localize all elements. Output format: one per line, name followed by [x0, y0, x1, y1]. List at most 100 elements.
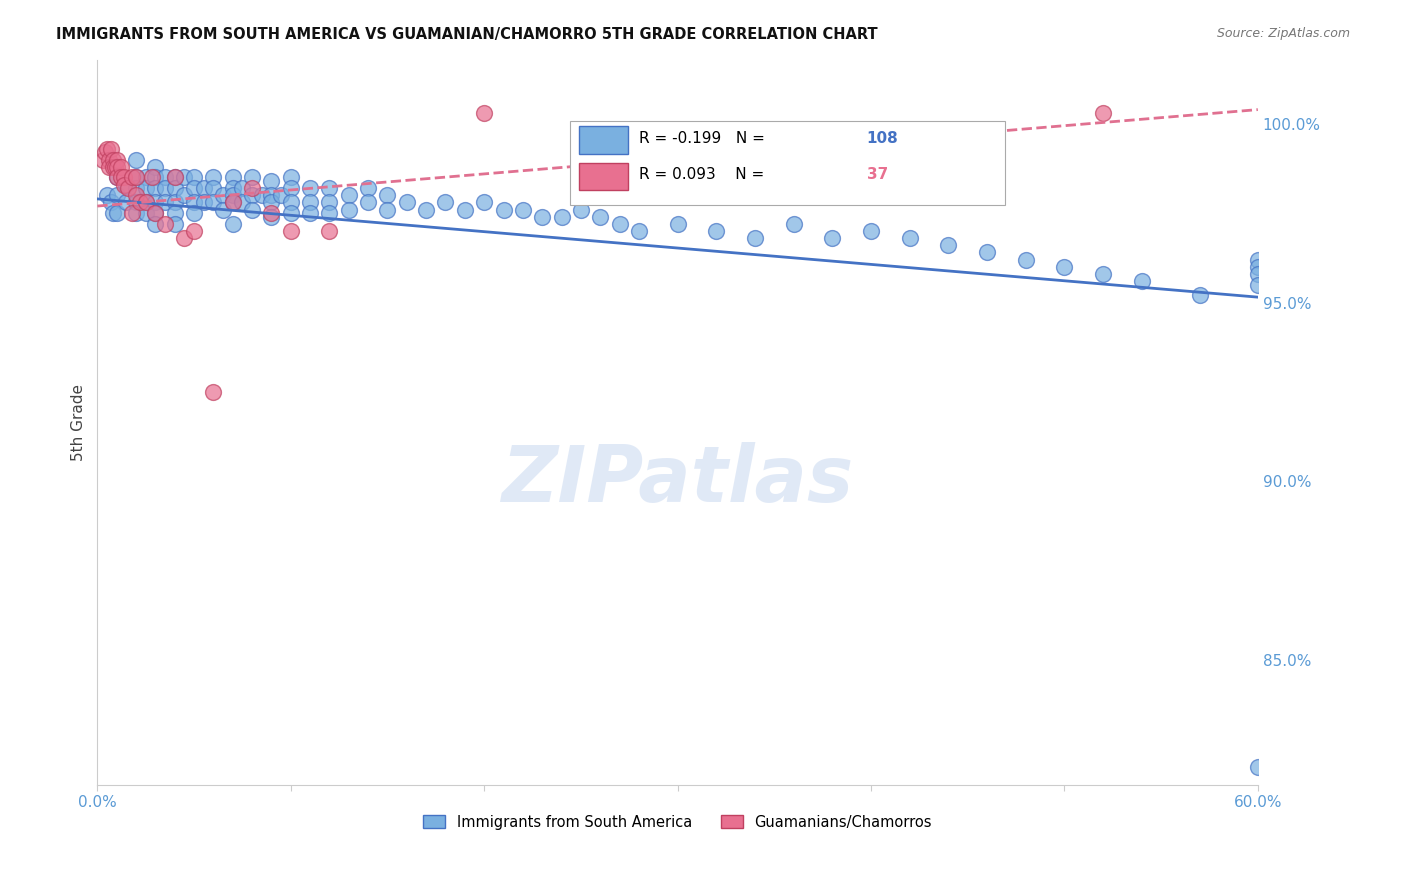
Point	[1130, 274, 1153, 288]
Point	[193, 181, 215, 195]
Point	[135, 170, 157, 185]
Point	[318, 181, 340, 195]
Point	[1247, 252, 1270, 267]
Point	[434, 195, 457, 210]
Point	[125, 195, 148, 210]
Point	[666, 217, 689, 231]
Point	[115, 178, 138, 192]
Point	[105, 188, 128, 202]
FancyBboxPatch shape	[579, 127, 627, 153]
Text: IMMIGRANTS FROM SOUTH AMERICA VS GUAMANIAN/CHAMORRO 5TH GRADE CORRELATION CHART: IMMIGRANTS FROM SOUTH AMERICA VS GUAMANI…	[56, 27, 877, 42]
Point	[454, 202, 477, 217]
Point	[105, 160, 128, 174]
Legend: Immigrants from South America, Guamanians/Chamorros: Immigrants from South America, Guamanian…	[418, 809, 938, 836]
Point	[97, 153, 120, 167]
Text: 37: 37	[866, 168, 889, 182]
Point	[472, 195, 495, 210]
Point	[415, 202, 437, 217]
Point	[377, 188, 399, 202]
Point	[202, 181, 225, 195]
Point	[173, 170, 195, 185]
Point	[260, 195, 283, 210]
Point	[512, 202, 534, 217]
Text: ZIPatlas: ZIPatlas	[502, 442, 853, 518]
Point	[938, 238, 960, 252]
Point	[135, 206, 157, 220]
Point	[105, 206, 128, 220]
Point	[821, 231, 844, 245]
Point	[222, 181, 245, 195]
Point	[193, 195, 215, 210]
Point	[163, 170, 186, 185]
Point	[260, 174, 283, 188]
Point	[163, 181, 186, 195]
Point	[202, 195, 225, 210]
Point	[1053, 260, 1076, 274]
Point	[125, 206, 148, 220]
Point	[222, 217, 245, 231]
Point	[337, 202, 360, 217]
Text: 108: 108	[866, 131, 898, 146]
Point	[145, 206, 167, 220]
Point	[222, 195, 245, 210]
Point	[1247, 260, 1270, 274]
Point	[240, 188, 263, 202]
Point	[744, 231, 766, 245]
Point	[357, 195, 380, 210]
Point	[125, 188, 148, 202]
Point	[145, 217, 167, 231]
Point	[115, 195, 138, 210]
Point	[569, 202, 592, 217]
Point	[1092, 267, 1115, 281]
Text: Source: ZipAtlas.com: Source: ZipAtlas.com	[1216, 27, 1350, 40]
Point	[121, 206, 143, 220]
Point	[163, 195, 186, 210]
Point	[183, 181, 205, 195]
Point	[472, 106, 495, 120]
Point	[163, 170, 186, 185]
Point	[163, 206, 186, 220]
Point	[153, 217, 176, 231]
Point	[145, 181, 167, 195]
Point	[97, 160, 120, 174]
Point	[125, 170, 148, 185]
FancyBboxPatch shape	[569, 121, 1005, 204]
Point	[135, 195, 157, 210]
Point	[105, 153, 128, 167]
Point	[96, 142, 118, 156]
Point	[280, 195, 302, 210]
Point	[222, 170, 245, 185]
Point	[101, 206, 124, 220]
Point	[1188, 288, 1211, 302]
Point	[173, 188, 195, 202]
Point	[117, 181, 139, 195]
Point	[110, 170, 132, 185]
Point	[280, 224, 302, 238]
Point	[377, 202, 399, 217]
Point	[125, 153, 148, 167]
Point	[1015, 252, 1038, 267]
Point	[318, 206, 340, 220]
Point	[183, 170, 205, 185]
Point	[589, 210, 612, 224]
Point	[898, 231, 921, 245]
Point	[492, 202, 515, 217]
Text: R = -0.199   N =: R = -0.199 N =	[640, 131, 770, 146]
Point	[280, 206, 302, 220]
Point	[782, 217, 804, 231]
Point	[110, 160, 132, 174]
Point	[531, 210, 554, 224]
Point	[627, 224, 650, 238]
Point	[609, 217, 631, 231]
Point	[135, 181, 157, 195]
Point	[859, 224, 882, 238]
Point	[1247, 760, 1270, 774]
Point	[231, 195, 253, 210]
Point	[141, 170, 163, 185]
Point	[240, 181, 263, 195]
Point	[183, 195, 205, 210]
Point	[280, 170, 302, 185]
Point	[135, 195, 157, 210]
Point	[270, 188, 292, 202]
Point	[125, 170, 148, 185]
